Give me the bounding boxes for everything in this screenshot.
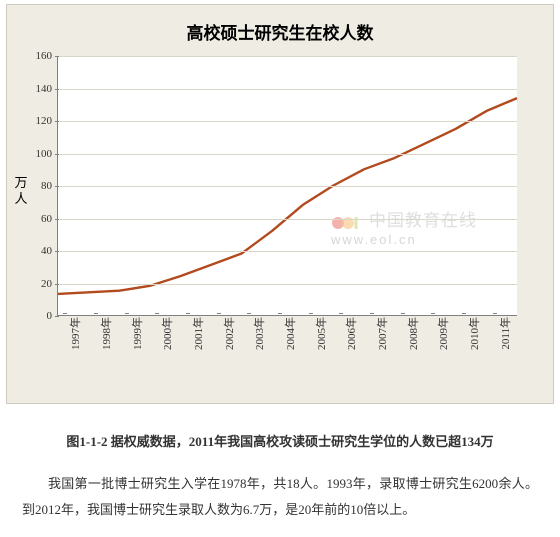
x-tick: 1999年 [129,315,145,375]
y-tick: 140 [36,83,59,95]
plot-wrap: 中国教育在线 www.eol.cn 0204060801001201401601… [57,56,533,316]
gridline [58,284,517,285]
y-tick: 20 [41,278,58,290]
x-tick: 2007年 [374,315,390,375]
y-tick: 0 [47,310,59,322]
figure-caption: 图1-1-2 据权威数据，2011年我国高校攻读硕士研究生学位的人数已超134万 [22,432,538,453]
gridline [58,154,517,155]
y-tick: 60 [41,213,58,225]
body-paragraph: 我国第一批博士研究生入学在1978年，共18人。1993年，录取博士研究生620… [22,471,538,523]
x-tick: 1997年 [67,315,83,375]
gridline [58,251,517,252]
x-tick: 2001年 [190,315,206,375]
x-tick: 2009年 [435,315,451,375]
gridline [58,56,517,57]
y-tick: 40 [41,245,58,257]
x-tick: 2002年 [221,315,237,375]
y-tick: 80 [41,180,58,192]
plot-area: 中国教育在线 www.eol.cn 0204060801001201401601… [57,56,517,316]
gridline [58,89,517,90]
y-tick: 160 [36,50,59,62]
gridline [58,186,517,187]
x-tick: 2000年 [159,315,175,375]
y-axis-label: 万人 [13,175,29,206]
x-tick: 2008年 [405,315,421,375]
gridline [58,121,517,122]
chart-panel: 高校硕士研究生在校人数 万人 中国教育在线 www.eol.cn 0204060… [6,4,554,404]
x-tick: 2005年 [313,315,329,375]
y-tick: 100 [36,148,59,160]
x-tick: 2010年 [466,315,482,375]
x-tick: 2004年 [282,315,298,375]
x-tick: 2003年 [251,315,267,375]
y-tick: 120 [36,115,59,127]
x-tick: 2006年 [343,315,359,375]
gridline [58,219,517,220]
data-line [58,98,517,294]
chart-title: 高校硕士研究生在校人数 [7,5,553,50]
x-tick: 2011年 [497,315,513,375]
x-tick: 1998年 [98,315,114,375]
